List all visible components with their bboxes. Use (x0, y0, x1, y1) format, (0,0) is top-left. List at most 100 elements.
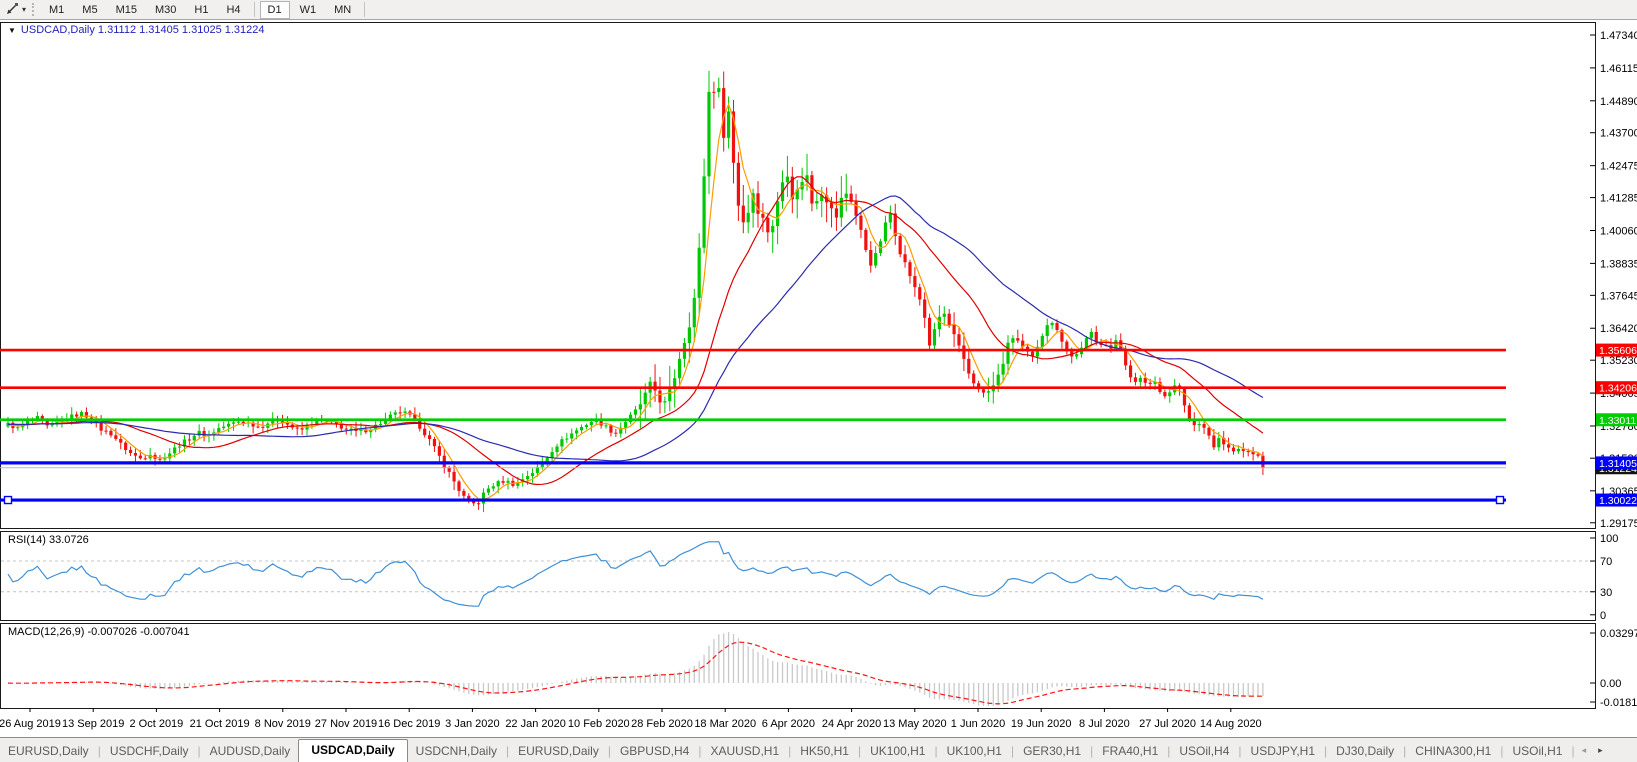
tab-dj30-daily[interactable]: DJ30,Daily (1336, 744, 1395, 758)
timeframe-button-d1[interactable]: D1 (259, 0, 290, 19)
level-badge (1596, 343, 1637, 357)
tab-scroll-right-icon[interactable]: ▸ (1598, 745, 1603, 755)
ma-slow-line (7, 195, 1264, 462)
svg-text:1.36420: 1.36420 (1600, 323, 1637, 335)
tab-scroll-left-icon[interactable]: ◂ (1581, 745, 1587, 755)
svg-text:1.42475: 1.42475 (1600, 161, 1637, 173)
level-badge (1596, 493, 1637, 507)
tab-separator: | (607, 744, 611, 758)
tab-separator: | (1403, 744, 1407, 758)
date-axis: 26 Aug 2019 13 Sep 2019 2 Oct 2019 21 Oct 2… (0, 708, 1262, 730)
tab-uk100-h1[interactable]: UK100,H1 (946, 744, 1002, 758)
tab-separator: | (1571, 744, 1575, 758)
tab-separator: | (1500, 744, 1504, 758)
tab-separator: | (698, 744, 702, 758)
timeframe-button-m1[interactable]: M1 (49, 3, 65, 16)
tab-usoil-h4[interactable]: USOil,H4 (1179, 744, 1230, 758)
chevron-down-icon[interactable]: ▾ (22, 5, 27, 14)
timeframe-button-h4[interactable]: H4 (226, 3, 241, 16)
timeframe-button-m30[interactable]: M30 (154, 3, 177, 16)
tab-separator: | (1238, 744, 1242, 758)
tab-uk100-h1[interactable]: UK100,H1 (870, 744, 926, 758)
tab-audusd-daily[interactable]: AUDUSD,Daily (209, 744, 291, 758)
tab-usdjpy-h1[interactable]: USDJPY,H1 (1250, 744, 1316, 758)
horizontal-line-1.31405[interactable]: 1.31405 (0, 456, 1637, 470)
trendline-cursor-icon[interactable] (3, 2, 21, 17)
timeframe-button-mn[interactable]: MN (334, 3, 352, 16)
tab-usdcad-daily[interactable]: USDCAD,Daily (298, 739, 408, 762)
svg-text:1.33011: 1.33011 (1599, 415, 1636, 427)
level-badge (1596, 381, 1637, 395)
svg-text:27 Jul 2020: 27 Jul 2020 (1139, 718, 1196, 730)
horizontal-line-1.35606[interactable]: 1.35606 (0, 343, 1637, 358)
svg-text:1.34206: 1.34206 (1599, 383, 1637, 395)
svg-text:2 Oct 2019: 2 Oct 2019 (129, 718, 183, 730)
tab-hk50-h1[interactable]: HK50,H1 (800, 744, 849, 758)
tab-separator: | (1167, 744, 1171, 758)
svg-text:100: 100 (1600, 533, 1618, 545)
tab-separator: | (97, 744, 101, 758)
svg-text:70: 70 (1600, 556, 1612, 568)
tab-ger30-h1[interactable]: GER30,H1 (1023, 744, 1082, 758)
horizontal-line-1.34206[interactable]: 1.34206 (0, 381, 1637, 395)
rsi-panel: 100 70 30 0 (1, 533, 1618, 622)
svg-text:1.40060: 1.40060 (1600, 225, 1637, 237)
svg-text:3 Jan 2020: 3 Jan 2020 (445, 718, 499, 730)
svg-text:27 Nov 2019: 27 Nov 2019 (315, 718, 377, 730)
macd-signal-line (7, 641, 1263, 705)
svg-text:1.41285: 1.41285 (1600, 193, 1637, 205)
tab-xauusd-h1[interactable]: XAUUSD,H1 (710, 744, 780, 758)
symbol-dropdown-icon[interactable]: ▼ (8, 25, 16, 35)
tab-china300-h1[interactable]: CHINA300,H1 (1415, 744, 1492, 758)
svg-text:1.43700: 1.43700 (1600, 128, 1637, 140)
timeframe-toolbar: ▾ M1 M5 M15 M30 H1 H4 D1 W1 MN (0, 0, 1637, 20)
macd-indicator-label: MACD(12,26,9) -0.007026 -0.007041 (8, 626, 190, 638)
price-axis: 1.47340 1.46115 1.44890 1.43700 1.42475 1.412… (1590, 30, 1637, 530)
rsi-pane (0, 531, 1596, 621)
tab-eurusd-daily[interactable]: EURUSD,Daily (518, 744, 599, 758)
svg-text:1.35230: 1.35230 (1600, 355, 1637, 367)
price-chart[interactable]: 1.47340 1.46115 1.44890 1.43700 1.42475 1.412… (0, 0, 1637, 737)
svg-text:18 Mar 2020: 18 Mar 2020 (694, 718, 756, 730)
svg-text:1.31405: 1.31405 (1599, 458, 1637, 470)
level-badge (1596, 456, 1637, 470)
timeframe-button-m15[interactable]: M15 (115, 3, 137, 16)
svg-text:22 Jan 2020: 22 Jan 2020 (505, 718, 566, 730)
toolbar-separator (364, 2, 366, 17)
horizontal-line-1.33011[interactable]: 1.33011 (0, 413, 1637, 427)
svg-text:24 Apr 2020: 24 Apr 2020 (822, 718, 881, 730)
svg-text:0: 0 (1600, 610, 1606, 622)
tab-eurusd-daily[interactable]: EURUSD,Daily (8, 744, 89, 758)
tab-separator: | (934, 744, 938, 758)
tab-separator: | (197, 744, 201, 758)
timeframe-button-m5[interactable]: M5 (82, 3, 98, 16)
tab-separator: | (788, 744, 792, 758)
svg-text:30: 30 (1600, 587, 1612, 599)
ohlc-text: USDCAD,Daily 1.31112 1.31405 1.31025 1.3… (20, 24, 265, 36)
rsi-line (7, 541, 1264, 607)
svg-text:1.37645: 1.37645 (1600, 290, 1637, 302)
tab-separator: | (506, 744, 510, 758)
svg-text:1.30022: 1.30022 (1599, 495, 1637, 507)
timeframe-button-h1[interactable]: H1 (194, 3, 209, 16)
svg-text:0.032972: 0.032972 (1600, 628, 1637, 640)
tab-usoil-h1[interactable]: USOil,H1 (1512, 744, 1563, 758)
tab-separator: | (1090, 744, 1094, 758)
line-handle[interactable] (3, 495, 13, 505)
ma-medium-line (7, 176, 1264, 486)
svg-text:14 Aug 2020: 14 Aug 2020 (1200, 718, 1262, 730)
svg-text:1.47340: 1.47340 (1600, 30, 1637, 42)
toolbar-separator (253, 2, 255, 17)
tab-separator: | (857, 744, 862, 758)
tab-usdcnh-daily[interactable]: USDCNH,Daily (415, 744, 498, 758)
tab-fra40-h1[interactable]: FRA40,H1 (1102, 744, 1159, 758)
svg-text:8 Nov 2019: 8 Nov 2019 (255, 718, 311, 730)
timeframe-button-w1[interactable]: W1 (299, 3, 317, 16)
svg-text:26 Aug 2019: 26 Aug 2019 (0, 718, 61, 730)
tab-gbpusd-h4[interactable]: GBPUSD,H4 (619, 744, 690, 758)
tab-separator: | (1010, 744, 1015, 758)
tab-usdchf-daily[interactable]: USDCHF,Daily (109, 744, 189, 758)
horizontal-line-1.30022[interactable]: 1.30022 (0, 493, 1637, 508)
line-handle[interactable] (1495, 495, 1505, 505)
macd-panel: 0.032972 0.00 -0.018154 (7, 628, 1637, 709)
